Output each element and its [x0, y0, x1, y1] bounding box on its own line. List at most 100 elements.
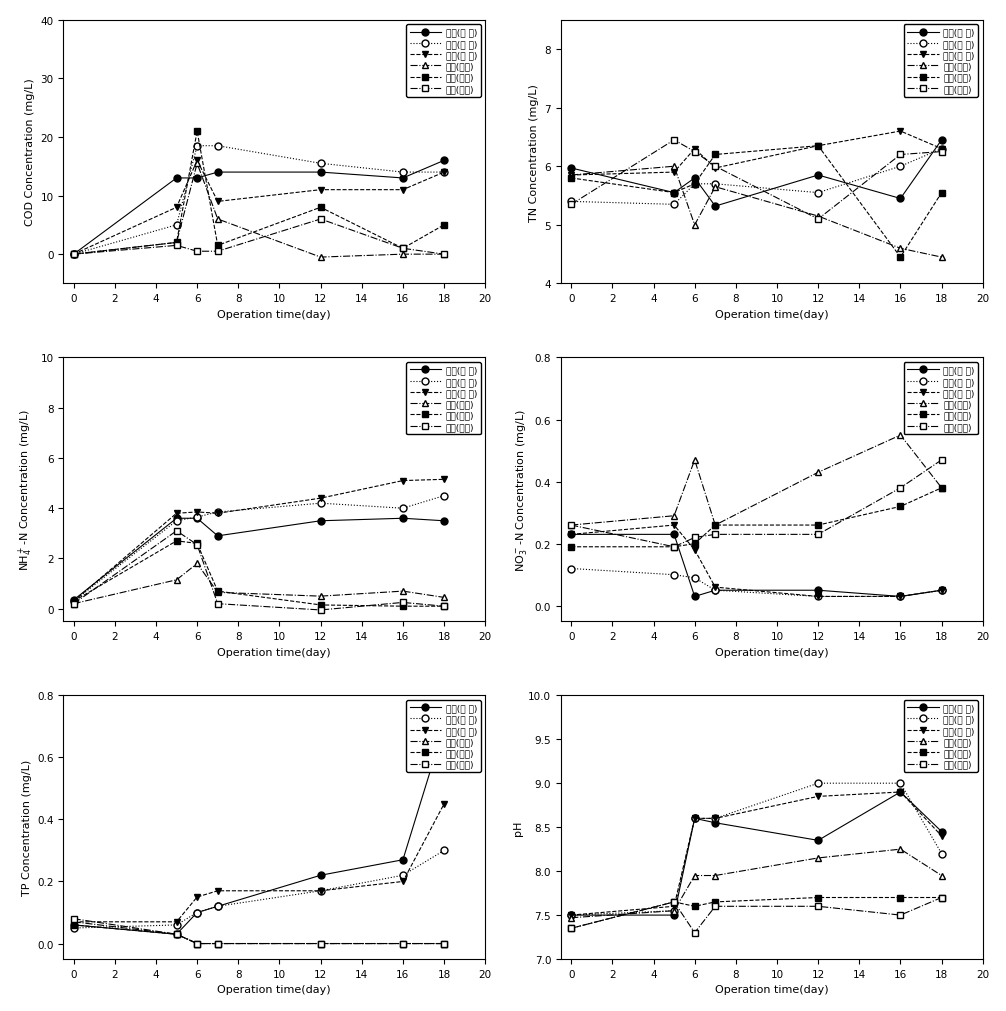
과림(호기) [170, 526, 182, 538]
버들(혁 기) [191, 512, 203, 524]
버들(호기) [67, 595, 79, 608]
매화(호기) [397, 249, 409, 261]
버들(호기) [170, 928, 182, 940]
과림(혁 기) [812, 791, 824, 803]
X-axis label: Operation time(day): Operation time(day) [715, 309, 829, 319]
버들(혁 기) [565, 563, 577, 575]
버들(호기) [170, 535, 182, 547]
버들(호기) [211, 937, 223, 949]
Line: 버들(호기): 버들(호기) [70, 922, 447, 946]
Line: 버들(혁 기): 버들(혁 기) [567, 146, 945, 208]
버들(호기) [668, 541, 680, 553]
매화(호기) [668, 161, 680, 173]
매화(호기) [315, 590, 327, 603]
버들(혁 기) [936, 144, 948, 156]
버들(혁 기) [67, 595, 79, 608]
과림(혁 기) [315, 885, 327, 897]
과림(호기) [812, 901, 824, 913]
과림(호기) [211, 599, 223, 611]
버들(호기) [894, 892, 906, 904]
버들(혁 기) [211, 507, 223, 519]
버들(혁 기) [812, 187, 824, 199]
매화(호기) [812, 210, 824, 222]
매화(호기) [315, 937, 327, 949]
X-axis label: Operation time(day): Operation time(day) [715, 647, 829, 657]
과림(혁 기) [689, 813, 701, 825]
매화(호기) [565, 170, 577, 182]
매화(혁 기) [438, 516, 450, 528]
과림(혁 기) [211, 196, 223, 208]
과림(혁 기) [812, 590, 824, 603]
버들(호기) [812, 520, 824, 532]
과림(호기) [315, 605, 327, 617]
Legend: 매화(혁 기), 버들(혁 기), 과림(혁 기), 매화(호기), 버들(호기), 과림(호기): 매화(혁 기), 버들(혁 기), 과림(혁 기), 매화(호기), 버들(호기… [406, 25, 481, 98]
매화(혁 기) [315, 869, 327, 882]
Legend: 매화(혁 기), 버들(혁 기), 과림(혁 기), 매화(호기), 버들(호기), 과림(호기): 매화(혁 기), 버들(혁 기), 과림(혁 기), 매화(호기), 버들(호기… [903, 700, 978, 772]
과림(혁 기) [689, 544, 701, 556]
매화(호기) [67, 916, 79, 928]
버들(혁 기) [812, 590, 824, 603]
과림(혁 기) [565, 529, 577, 541]
버들(호기) [191, 125, 203, 137]
매화(혁 기) [565, 909, 577, 921]
버들(혁 기) [894, 777, 906, 790]
매화(혁 기) [397, 513, 409, 525]
버들(호기) [315, 202, 327, 214]
매화(혁 기) [565, 163, 577, 175]
매화(호기) [438, 937, 450, 949]
매화(호기) [689, 869, 701, 882]
버들(혁 기) [689, 572, 701, 584]
Line: 과림(혁 기): 과림(혁 기) [567, 128, 945, 179]
매화(혁 기) [709, 817, 721, 829]
매화(호기) [565, 520, 577, 532]
Line: 매화(호기): 매화(호기) [70, 560, 448, 608]
매화(호기) [67, 249, 79, 261]
버들(호기) [936, 482, 948, 494]
버들(호기) [67, 919, 79, 931]
매화(혁 기) [211, 530, 223, 542]
버들(호기) [397, 243, 409, 255]
매화(혁 기) [565, 529, 577, 541]
버들(호기) [812, 892, 824, 904]
과림(혁 기) [709, 581, 721, 593]
매화(호기) [315, 252, 327, 264]
버들(혁 기) [191, 141, 203, 153]
매화(혁 기) [709, 201, 721, 213]
Line: 과림(호기): 과림(호기) [70, 529, 447, 613]
과림(혁 기) [689, 144, 701, 156]
과림(혁 기) [397, 876, 409, 888]
버들(호기) [668, 187, 680, 199]
Line: 과림(호기): 과림(호기) [70, 217, 447, 258]
버들(혁 기) [211, 901, 223, 913]
과림(호기) [397, 243, 409, 255]
버들(호기) [170, 238, 182, 250]
과림(호기) [668, 541, 680, 553]
과림(혁 기) [211, 508, 223, 520]
매화(호기) [894, 430, 906, 442]
버들(호기) [67, 249, 79, 261]
Line: 버들(혁 기): 버들(혁 기) [567, 779, 945, 919]
버들(혁 기) [438, 490, 450, 502]
버들(호기) [211, 585, 223, 598]
매화(혁 기) [67, 594, 79, 607]
과림(혁 기) [397, 475, 409, 487]
Line: 매화(혁 기): 매화(혁 기) [567, 137, 945, 210]
매화(혁 기) [936, 826, 948, 838]
과림(호기) [936, 454, 948, 466]
Line: 과림(혁 기): 과림(혁 기) [567, 789, 945, 919]
버들(호기) [709, 896, 721, 908]
과림(호기) [211, 937, 223, 949]
매화(혁 기) [812, 170, 824, 182]
매화(호기) [170, 574, 182, 586]
버들(호기) [936, 892, 948, 904]
버들(호기) [689, 538, 701, 550]
매화(호기) [894, 843, 906, 855]
매화(혁 기) [438, 721, 450, 733]
과림(호기) [170, 240, 182, 252]
버들(혁 기) [668, 569, 680, 581]
과림(혁 기) [936, 830, 948, 842]
과림(호기) [812, 529, 824, 541]
Legend: 매화(혁 기), 버들(혁 기), 과림(혁 기), 매화(호기), 버들(호기), 과림(호기): 매화(혁 기), 버들(혁 기), 과림(혁 기), 매화(호기), 버들(호기… [406, 363, 481, 435]
과림(호기) [397, 596, 409, 609]
매화(호기) [709, 182, 721, 194]
